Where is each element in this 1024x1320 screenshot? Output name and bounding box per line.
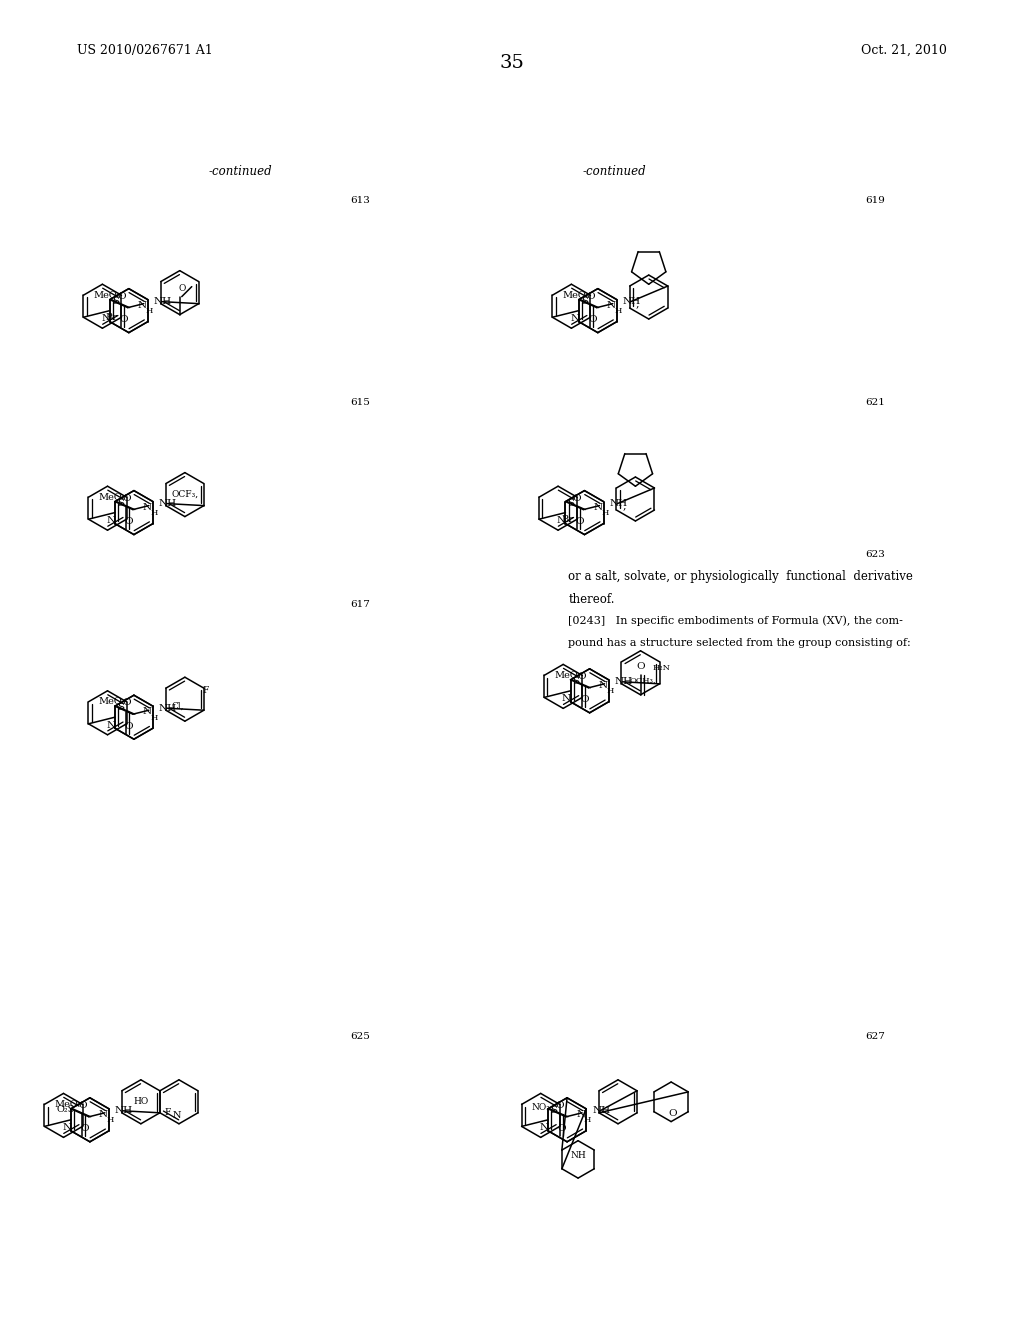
Text: O: O bbox=[558, 1125, 566, 1134]
Text: MeO: MeO bbox=[563, 290, 587, 300]
Text: O: O bbox=[581, 696, 589, 705]
Text: 621: 621 bbox=[865, 399, 885, 407]
Text: O: O bbox=[636, 663, 645, 672]
Text: N: N bbox=[143, 503, 152, 512]
Text: MeO: MeO bbox=[555, 671, 579, 680]
Text: H: H bbox=[601, 510, 608, 517]
Text: N: N bbox=[106, 721, 116, 730]
Text: H: H bbox=[584, 1117, 591, 1125]
Text: O₂S: O₂S bbox=[57, 1105, 76, 1114]
Text: NO₂: NO₂ bbox=[531, 1104, 550, 1113]
Text: O: O bbox=[669, 1109, 678, 1118]
Text: S: S bbox=[572, 677, 580, 686]
Text: O: O bbox=[178, 284, 185, 293]
Text: H: H bbox=[151, 714, 158, 722]
Text: O: O bbox=[122, 698, 131, 708]
Text: NH: NH bbox=[570, 1151, 586, 1160]
Text: NH: NH bbox=[159, 499, 177, 508]
Text: O: O bbox=[122, 494, 131, 503]
Text: O: O bbox=[78, 1101, 87, 1110]
Text: O: O bbox=[120, 315, 128, 325]
Text: ,: , bbox=[623, 500, 626, 510]
Text: NH: NH bbox=[614, 677, 633, 686]
Text: thereof.: thereof. bbox=[568, 593, 614, 606]
Text: S: S bbox=[567, 499, 574, 508]
Text: N: N bbox=[101, 314, 111, 323]
Text: N: N bbox=[570, 314, 580, 323]
Text: NH: NH bbox=[154, 297, 172, 306]
Text: OCF₃,: OCF₃, bbox=[171, 490, 199, 499]
Text: [0243]   In specific embodiments of Formula (XV), the com-: [0243] In specific embodiments of Formul… bbox=[568, 615, 903, 626]
Text: O: O bbox=[125, 722, 133, 731]
Text: F: F bbox=[165, 1109, 171, 1117]
Text: -continued: -continued bbox=[583, 165, 646, 178]
Text: N: N bbox=[138, 301, 146, 310]
Text: Oct. 21, 2010: Oct. 21, 2010 bbox=[861, 44, 947, 57]
Text: H: H bbox=[606, 688, 613, 696]
Text: H: H bbox=[145, 308, 153, 315]
Text: N: N bbox=[607, 301, 615, 310]
Text: O: O bbox=[572, 494, 582, 503]
Text: MeO: MeO bbox=[99, 697, 123, 706]
Text: NH: NH bbox=[115, 1106, 133, 1115]
Text: N: N bbox=[99, 1110, 108, 1119]
Text: H: H bbox=[151, 510, 158, 517]
Text: NH: NH bbox=[592, 1106, 610, 1115]
Text: MeO: MeO bbox=[99, 492, 123, 502]
Text: H₂N: H₂N bbox=[652, 664, 671, 672]
Text: S: S bbox=[117, 499, 124, 508]
Text: OCH₃,: OCH₃, bbox=[630, 676, 656, 684]
Text: H: H bbox=[106, 1117, 114, 1125]
Text: 627: 627 bbox=[865, 1032, 885, 1040]
Text: S: S bbox=[117, 704, 124, 713]
Text: N: N bbox=[173, 1111, 181, 1121]
Text: N: N bbox=[562, 694, 571, 704]
Text: S: S bbox=[581, 297, 588, 306]
Text: N: N bbox=[594, 503, 602, 512]
Text: N: N bbox=[599, 681, 607, 690]
Text: 615: 615 bbox=[350, 399, 370, 407]
Text: O: O bbox=[81, 1125, 89, 1134]
Text: 623: 623 bbox=[865, 550, 885, 558]
Text: S: S bbox=[112, 297, 119, 306]
Text: N: N bbox=[540, 1123, 549, 1133]
Text: 35: 35 bbox=[500, 54, 524, 73]
Text: Br: Br bbox=[561, 515, 573, 524]
Text: H: H bbox=[614, 308, 622, 315]
Text: MeO: MeO bbox=[55, 1100, 79, 1109]
Text: N: N bbox=[106, 516, 116, 525]
Text: -continued: -continued bbox=[209, 165, 272, 178]
Text: 625: 625 bbox=[350, 1032, 370, 1040]
Text: ,: , bbox=[636, 298, 639, 308]
Text: 619: 619 bbox=[865, 197, 885, 205]
Text: N: N bbox=[557, 516, 566, 525]
Text: HO: HO bbox=[133, 1097, 148, 1106]
Text: NH: NH bbox=[159, 704, 177, 713]
Text: O: O bbox=[578, 672, 587, 681]
Text: or a salt, solvate, or physiologically  functional  derivative: or a salt, solvate, or physiologically f… bbox=[568, 570, 913, 583]
Text: 613: 613 bbox=[350, 197, 370, 205]
Text: N: N bbox=[62, 1123, 72, 1133]
Text: pound has a structure selected from the group consisting of:: pound has a structure selected from the … bbox=[568, 638, 911, 648]
Text: O: O bbox=[575, 517, 584, 527]
Text: N: N bbox=[143, 708, 152, 717]
Text: S: S bbox=[550, 1106, 557, 1115]
Text: F: F bbox=[203, 686, 209, 696]
Text: O: O bbox=[589, 315, 597, 325]
Text: MeO: MeO bbox=[94, 290, 118, 300]
Text: 617: 617 bbox=[350, 601, 370, 609]
Text: O: O bbox=[125, 517, 133, 527]
Text: O: O bbox=[586, 292, 595, 301]
Text: US 2010/0267671 A1: US 2010/0267671 A1 bbox=[77, 44, 213, 57]
Text: Cl,: Cl, bbox=[172, 702, 184, 710]
Text: NH: NH bbox=[609, 499, 628, 508]
Text: NH: NH bbox=[623, 297, 641, 306]
Text: Br: Br bbox=[105, 313, 118, 322]
Text: O: O bbox=[555, 1101, 564, 1110]
Text: N: N bbox=[577, 1110, 585, 1119]
Text: O: O bbox=[117, 292, 126, 301]
